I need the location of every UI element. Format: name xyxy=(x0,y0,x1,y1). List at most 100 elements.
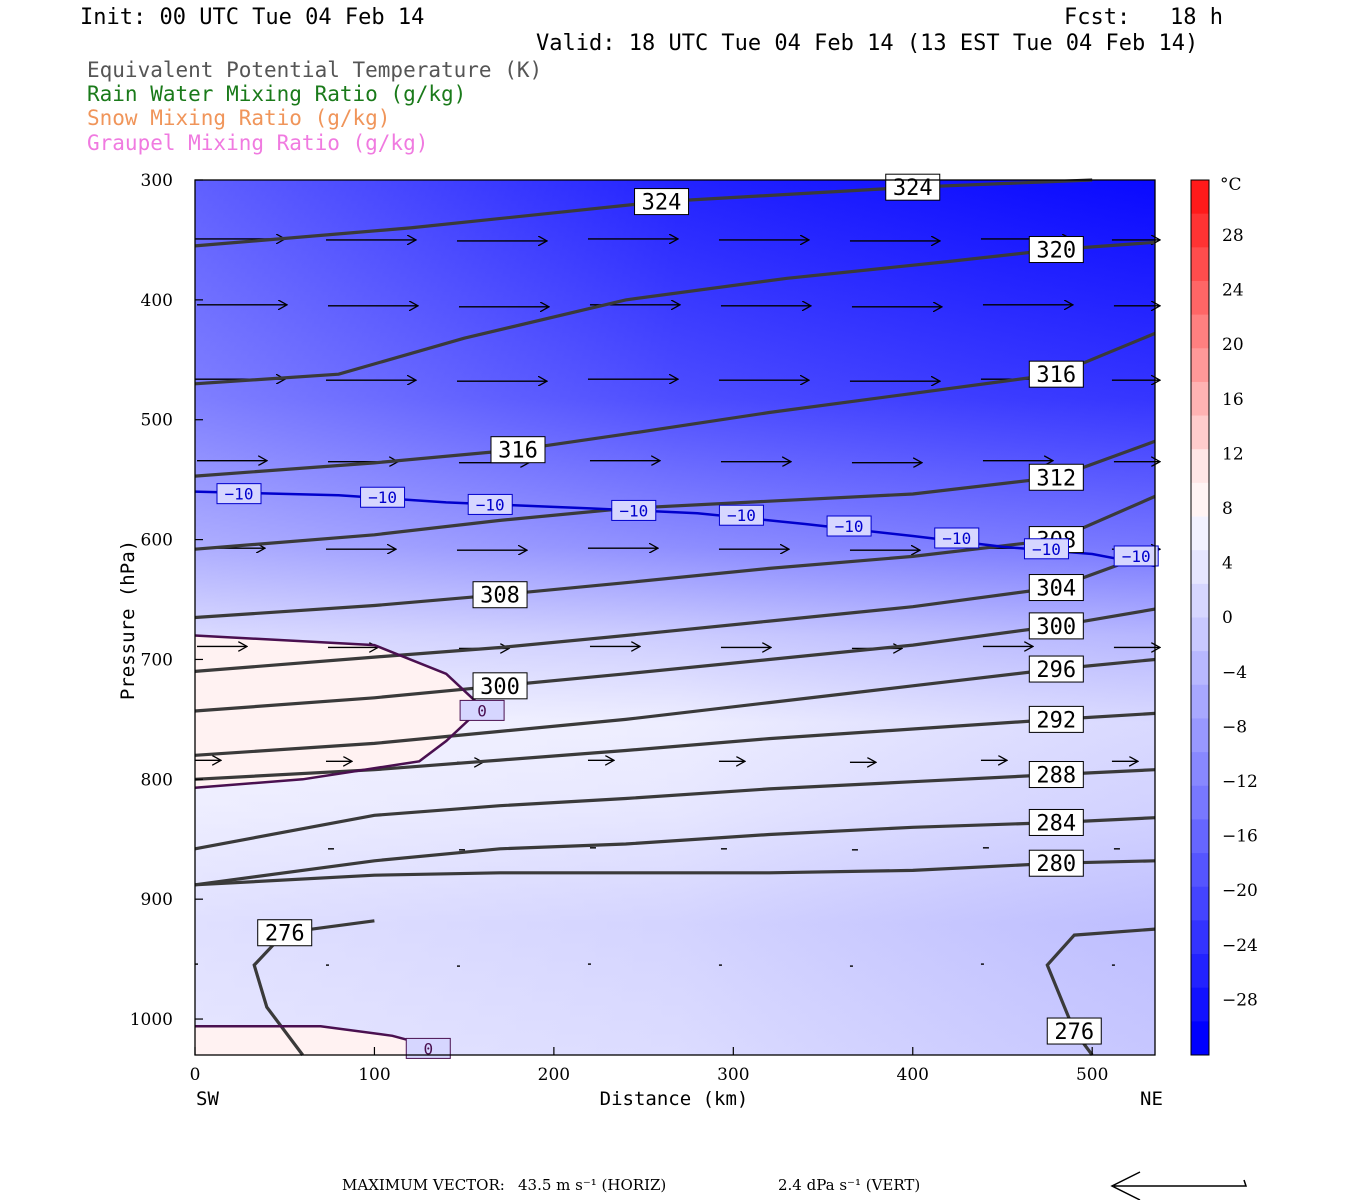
colorbar-swatch xyxy=(1191,886,1209,921)
legend-theta-e: Equivalent Potential Temperature (K) xyxy=(87,58,543,82)
colorbar-label: −24 xyxy=(1222,936,1258,956)
colorbar-label: 28 xyxy=(1222,226,1244,246)
theta-e-contour-label: 324 xyxy=(642,191,682,216)
colorbar-swatch xyxy=(1191,482,1209,518)
isotherm-label-box xyxy=(360,486,406,508)
theta-e-contour-label: 288 xyxy=(1036,764,1076,789)
colorbar-swatch xyxy=(1191,651,1209,686)
theta-e-contour-label: 292 xyxy=(1036,708,1076,733)
colorbar-label: 8 xyxy=(1222,499,1233,519)
y-tick-label: 900 xyxy=(141,890,173,910)
plot-area: 3243243203163163123083083043003002962922… xyxy=(194,173,1160,1059)
contour-label-box xyxy=(1028,655,1084,683)
isotherm-label-box xyxy=(216,483,262,505)
sw-label: SW xyxy=(196,1088,219,1110)
legend-rain-water: Rain Water Mixing Ratio (g/kg) xyxy=(87,82,467,106)
isotherm-label-box xyxy=(934,527,980,549)
theta-e-contour-label: 300 xyxy=(480,675,520,700)
isotherm-contour-label: −10 xyxy=(368,488,397,507)
colorbar-label: 0 xyxy=(1222,608,1233,628)
contour-label-box xyxy=(634,188,690,216)
x-tick-label: 200 xyxy=(538,1065,570,1085)
isotherm-label-box xyxy=(718,504,764,526)
colorbar-label: −4 xyxy=(1222,663,1247,683)
theta-e-contour-label: 308 xyxy=(480,584,520,609)
contour-label-box xyxy=(257,919,313,947)
colorbar-label: 16 xyxy=(1222,390,1244,410)
isotherm-contour-label: 0 xyxy=(477,701,487,720)
colorbar-swatch xyxy=(1191,213,1209,248)
x-axis-title: Distance (km) xyxy=(600,1088,749,1110)
valid-time: Valid: 18 UTC Tue 04 Feb 14 (13 EST Tue … xyxy=(536,31,1199,56)
contour-label-box xyxy=(472,581,528,609)
isotherm-contour-label: −10 xyxy=(619,501,648,520)
colorbar-swatch xyxy=(1191,180,1209,215)
colorbar-swatch xyxy=(1191,280,1209,316)
isotherm-label-box xyxy=(1113,545,1159,567)
colorbar-swatch xyxy=(1191,920,1209,955)
isotherm-label-box xyxy=(405,1037,451,1059)
y-axis-title: Pressure (hPa) xyxy=(117,540,139,700)
legend-snow: Snow Mixing Ratio (g/kg) xyxy=(87,106,391,130)
contour-label-box xyxy=(1028,761,1084,789)
x-tick-label: 400 xyxy=(897,1065,929,1085)
theta-e-contour-label: 316 xyxy=(1036,363,1076,388)
contour-label-box xyxy=(1028,612,1084,640)
isotherm-contour-label: −10 xyxy=(727,506,756,525)
ne-label: NE xyxy=(1140,1088,1163,1110)
x-tick-label: 500 xyxy=(1076,1065,1108,1085)
colorbar-swatch xyxy=(1191,684,1209,719)
isotherm-label-box xyxy=(611,499,657,521)
y-tick-label: 700 xyxy=(141,650,173,670)
plot-frame xyxy=(194,179,1156,1056)
theta-e-contour-label: 316 xyxy=(498,439,538,464)
theta-e-contour xyxy=(252,919,375,1056)
y-tick-label: 500 xyxy=(141,411,173,431)
colorbar-swatch xyxy=(1191,583,1209,618)
theta-e-contour-label: 296 xyxy=(1036,658,1076,683)
contour-label-box xyxy=(1028,236,1084,264)
colorbar-swatch xyxy=(1191,516,1209,551)
colorbar-unit: °C xyxy=(1220,175,1242,195)
colorbar-swatch xyxy=(1191,617,1209,652)
isotherm-contour xyxy=(194,634,484,789)
colorbar-swatch xyxy=(1191,415,1209,450)
y-tick-label: 600 xyxy=(141,531,173,551)
theta-e-contour-label: 276 xyxy=(265,922,305,947)
theta-e-contour-label: 284 xyxy=(1036,811,1076,836)
isotherm-contour-label: −10 xyxy=(1032,540,1061,559)
colorbar-swatch xyxy=(1191,314,1209,349)
isotherm-contour-label: −10 xyxy=(225,485,254,504)
colorbar-swatch xyxy=(1191,449,1209,484)
isotherm-contour-label: −10 xyxy=(476,495,505,514)
colorbar-label: −8 xyxy=(1222,717,1247,737)
temperature-field-shading xyxy=(195,180,1155,1055)
contour-label-box xyxy=(1028,849,1084,877)
theta-e-contour-label: 300 xyxy=(1036,615,1076,640)
y-tick-label: 300 xyxy=(141,171,173,191)
colorbar-swatch xyxy=(1191,1021,1209,1056)
isotherm-contour-label: 0 xyxy=(423,1039,433,1058)
isotherm-contour-label: −10 xyxy=(835,517,864,536)
colorbar-swatch xyxy=(1191,853,1209,888)
colorbar-swatch xyxy=(1191,752,1209,787)
contour-label-box xyxy=(1028,705,1084,733)
x-tick-label: 100 xyxy=(358,1065,390,1085)
max-vector-vert: 2.4 dPa s⁻¹ (VERT) xyxy=(778,1176,921,1194)
max-vector-horiz: 43.5 m s⁻¹ (HORIZ) xyxy=(518,1176,667,1194)
contour-label-box xyxy=(1028,574,1084,602)
isotherm-label-box xyxy=(467,493,513,515)
legend-graupel: Graupel Mixing Ratio (g/kg) xyxy=(87,131,429,155)
theta-e-contour-label: 276 xyxy=(1054,1020,1094,1045)
colorbar-swatch xyxy=(1191,247,1209,282)
colorbar-label: −28 xyxy=(1222,990,1258,1010)
isotherm-contour-label: −10 xyxy=(942,529,971,548)
colorbar-swatch xyxy=(1191,348,1209,383)
colorbar-label: 12 xyxy=(1222,444,1244,464)
isotherm-label-box xyxy=(1023,538,1069,560)
x-tick-label: 300 xyxy=(717,1065,749,1085)
colorbar-swatch xyxy=(1191,785,1209,820)
colorbar-swatch xyxy=(1191,550,1209,585)
forecast-hour: Fcst: 18 h xyxy=(1064,5,1223,30)
